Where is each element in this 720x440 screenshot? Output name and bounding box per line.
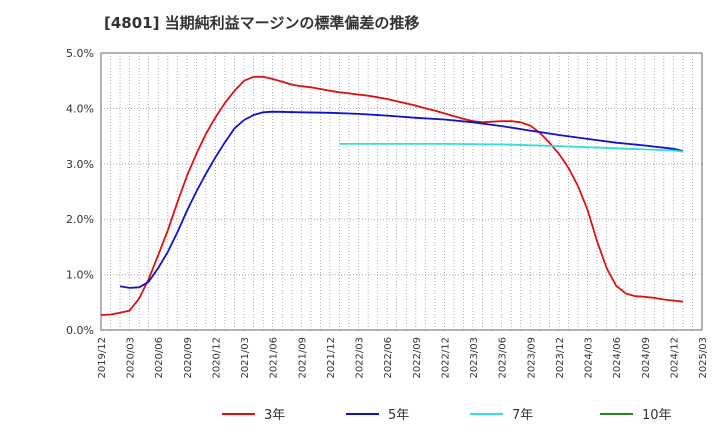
x-tick-label: 2022/12	[440, 337, 451, 379]
chart-title: [4801] 当期純利益マージンの標準偏差の推移	[104, 14, 420, 32]
series-line	[100, 75, 684, 316]
x-tick-label: 2020/12	[211, 337, 222, 379]
x-tick-label: 2019/12	[97, 337, 108, 379]
x-tick-label: 2024/06	[612, 337, 623, 379]
series-line	[339, 142, 684, 153]
legend-label: 3年	[264, 408, 285, 423]
x-tick-label: 2024/03	[584, 337, 595, 379]
legend-label: 10年	[642, 408, 672, 423]
x-tick-label: 2022/03	[355, 337, 366, 379]
x-tick-label: 2022/09	[412, 337, 423, 379]
legend-label: 5年	[388, 408, 409, 423]
y-tick-label: 0.0%	[66, 324, 94, 337]
x-tick-label: 2022/06	[383, 337, 394, 379]
x-tick-label: 2024/09	[641, 337, 652, 379]
x-tick-label: 2020/03	[126, 337, 137, 379]
x-tick-label: 2023/06	[498, 337, 509, 379]
series-line	[119, 110, 684, 289]
x-tick-label: 2021/06	[269, 337, 280, 379]
x-tick-label: 2023/09	[526, 337, 537, 379]
y-tick-label: 4.0%	[66, 102, 94, 115]
x-tick-label: 2025/03	[698, 337, 709, 379]
x-tick-label: 2021/12	[326, 337, 337, 379]
x-tick-label: 2020/06	[154, 337, 165, 379]
x-tick-label: 2021/03	[240, 337, 251, 379]
legend-label: 7年	[512, 408, 533, 423]
y-tick-label: 5.0%	[66, 47, 94, 60]
x-tick-label: 2021/09	[297, 337, 308, 379]
x-tick-label: 2023/12	[555, 337, 566, 379]
x-tick-label: 2024/12	[669, 337, 680, 379]
y-tick-label: 1.0%	[66, 269, 94, 282]
x-tick-label: 2023/03	[469, 337, 480, 379]
x-tick-label: 2020/09	[183, 337, 194, 379]
y-tick-label: 3.0%	[66, 158, 94, 171]
y-tick-label: 2.0%	[66, 213, 94, 226]
plot-frame	[100, 52, 703, 331]
